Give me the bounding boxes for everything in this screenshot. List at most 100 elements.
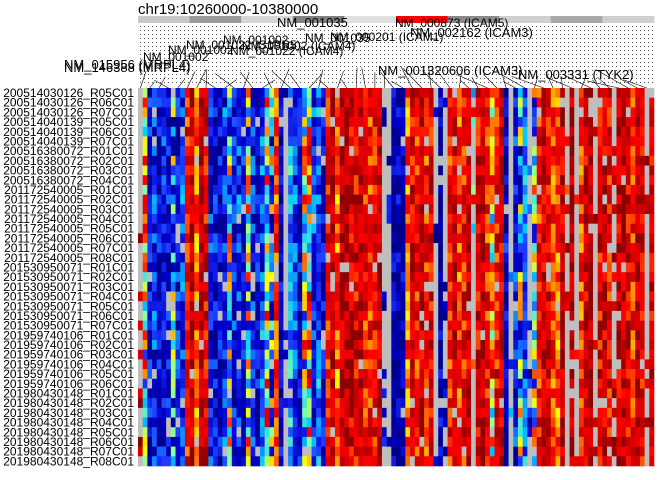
gene-track-dot (628, 30, 629, 31)
gene-track-dot (220, 26, 221, 27)
heatmap-cell (335, 252, 341, 263)
gene-track-dot (256, 38, 257, 39)
gene-track-dot (604, 62, 605, 63)
gene-track-dot (444, 62, 445, 63)
gene-track-dot (576, 46, 577, 47)
gene-track-dot (372, 30, 373, 31)
gene-track-dot (556, 74, 557, 75)
gene-track-dot (208, 50, 209, 51)
gene-track-dot (200, 74, 201, 75)
heatmap-cell (607, 291, 613, 302)
heatmap-cell (152, 262, 158, 273)
heatmap-cell (508, 233, 514, 244)
heatmap-cell (400, 262, 406, 273)
heatmap-cell (245, 117, 251, 128)
heatmap-cell (339, 204, 345, 215)
heatmap-cell (578, 320, 584, 331)
heatmap-cell (471, 281, 477, 292)
heatmap-cell (639, 136, 645, 147)
heatmap-cell (142, 214, 148, 224)
heatmap-cell (353, 281, 359, 292)
heatmap-cell (386, 204, 392, 215)
gene-track-dot (472, 62, 473, 63)
probe-connector (592, 79, 601, 89)
gene-track-dot (444, 66, 445, 67)
heatmap-cell (630, 252, 636, 263)
gene-track-dot (348, 46, 349, 47)
heatmap-cell (278, 184, 284, 195)
gene-track-dot (604, 78, 605, 79)
gene-track-dot (580, 26, 581, 27)
heatmap-cell (245, 291, 251, 302)
heatmap-cell (625, 88, 631, 98)
probe-connector (337, 70, 344, 89)
heatmap-cell (166, 291, 172, 302)
gene-track-dot (140, 78, 141, 79)
gene-track-dot (164, 26, 165, 27)
heatmap-cell (602, 272, 608, 283)
heatmap-cell (466, 117, 472, 128)
heatmap-cell (456, 194, 462, 205)
heatmap-cell (616, 272, 622, 283)
heatmap-cell (335, 223, 341, 234)
gene-track-dot (488, 42, 489, 43)
heatmap-cell (358, 252, 364, 263)
heatmap-cell (438, 243, 444, 254)
gene-track-dot (440, 58, 441, 59)
heatmap-cell (611, 88, 617, 98)
gene-track-dot (384, 42, 385, 43)
heatmap-cell (532, 97, 538, 108)
heatmap-cell (184, 291, 190, 302)
heatmap-cell (639, 291, 645, 302)
heatmap-cell (198, 204, 204, 215)
heatmap-cell (466, 252, 472, 263)
heatmap-cell (438, 330, 444, 341)
gene-track-dot (340, 70, 341, 71)
heatmap-cell (461, 97, 467, 108)
heatmap-cell (259, 243, 265, 254)
gene-track-dot (188, 46, 189, 47)
heatmap-cell (170, 291, 176, 302)
heatmap-cell (259, 126, 265, 137)
heatmap-cell (208, 107, 214, 118)
gene-track-dot (488, 78, 489, 79)
gene-track-dot (456, 74, 457, 75)
heatmap-cell (593, 301, 599, 312)
heatmap-cell (508, 252, 514, 263)
heatmap-cell (480, 204, 486, 215)
heatmap-cell (546, 146, 552, 157)
heatmap-cell (452, 97, 458, 108)
heatmap-cell (311, 184, 317, 195)
heatmap-cell (184, 243, 190, 254)
gene-track-dot (412, 66, 413, 67)
gene-track-dot (576, 70, 577, 71)
gene-track-dot (420, 46, 421, 47)
heatmap-cell (335, 243, 341, 254)
heatmap-cell (644, 117, 650, 128)
heatmap-cell (189, 107, 195, 118)
heatmap-cell (152, 281, 158, 292)
heatmap-cell (489, 88, 495, 98)
heatmap-cell (438, 204, 444, 215)
heatmap-cell (442, 155, 448, 166)
heatmap-cell (569, 223, 575, 234)
gene-track-dot (304, 58, 305, 59)
gene-track-dot (460, 66, 461, 67)
gene-track-dot (380, 70, 381, 71)
gene-track-dot (416, 30, 417, 31)
gene-track-dot (344, 34, 345, 35)
gene-track-dot (292, 30, 293, 31)
heatmap-cell (353, 233, 359, 244)
heatmap-cell (546, 340, 552, 350)
heatmap-cell (156, 117, 162, 128)
gene-track-dot (624, 78, 625, 79)
heatmap-cell (541, 272, 547, 283)
heatmap-cell (358, 281, 364, 292)
heatmap-cell (489, 117, 495, 128)
heatmap-cell (316, 214, 322, 224)
heatmap-cell (452, 126, 458, 137)
heatmap-cell (288, 136, 294, 147)
gene-track-dot (364, 38, 365, 39)
heatmap-cell (198, 243, 204, 254)
heatmap-cell (405, 252, 411, 263)
